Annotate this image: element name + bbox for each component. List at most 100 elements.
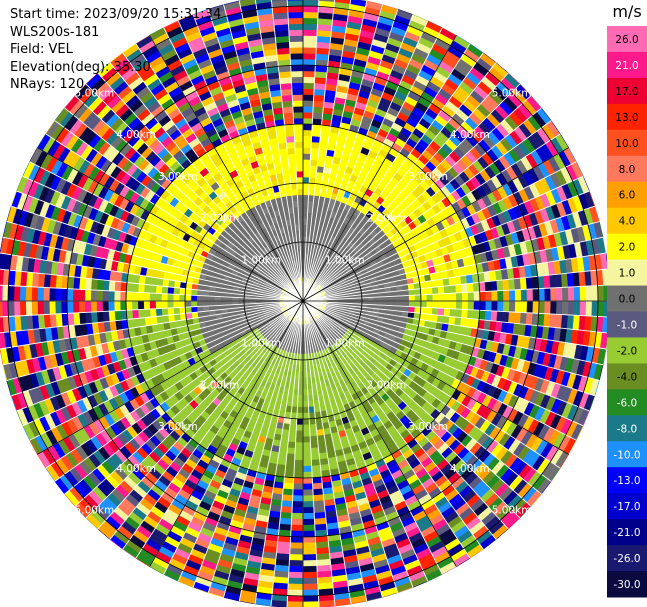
range-gate [525, 276, 534, 290]
range-gate [172, 300, 180, 309]
range-gate [449, 284, 457, 294]
range-gate [455, 284, 463, 294]
range-gate [302, 206, 309, 213]
range-gate [172, 293, 180, 302]
range-gate [114, 281, 122, 292]
range-gate [309, 171, 317, 178]
range-gate [131, 282, 139, 293]
range-gate [25, 286, 33, 302]
range-gate [295, 442, 304, 449]
range-gate [125, 300, 133, 311]
range-gate [289, 542, 304, 550]
range-gate [291, 518, 304, 526]
range-gate [309, 435, 319, 443]
range-gate [438, 300, 445, 309]
range-gate [467, 300, 475, 311]
range-gate [591, 285, 599, 302]
range-gate [302, 477, 313, 485]
range-gate [302, 0, 319, 1]
range-gate [270, 600, 288, 607]
range-gate [72, 288, 80, 302]
range-gate [311, 465, 322, 473]
range-gate [302, 94, 315, 101]
range-gate [126, 309, 134, 320]
range-gate [520, 289, 528, 302]
range-gate [556, 300, 563, 315]
ray-separator [302, 72, 509, 302]
range-gate [278, 523, 292, 532]
range-gate [311, 470, 322, 478]
range-gate [302, 518, 315, 526]
range-gate [302, 176, 310, 184]
range-gate [302, 436, 311, 443]
range-gate [302, 395, 309, 402]
range-gate [544, 287, 552, 302]
range-gate [143, 284, 151, 294]
range-gate [302, 123, 313, 131]
range-gate [313, 512, 327, 520]
range-gate [155, 300, 162, 309]
range-gate [302, 52, 317, 60]
range-gate [190, 300, 198, 308]
range-gate [514, 311, 522, 325]
range-gate [302, 41, 317, 48]
ray-separator [302, 95, 532, 302]
range-gate [550, 300, 557, 315]
range-gate [461, 309, 469, 319]
range-gate [591, 300, 599, 317]
range-gate [313, 500, 325, 508]
ray-separator [302, 236, 604, 302]
range-gate [302, 571, 318, 579]
range-gate [334, 0, 351, 5]
range-gate [167, 307, 175, 316]
range-gate [302, 76, 315, 84]
range-gate [302, 577, 319, 585]
range-gate [302, 389, 309, 396]
range-gate [450, 300, 457, 310]
range-gate [318, 0, 335, 2]
range-gate [302, 88, 315, 95]
range-gate [473, 300, 481, 311]
range-gate [302, 507, 315, 514]
range-gate [137, 283, 145, 293]
range-gate [310, 147, 320, 155]
range-gate [402, 300, 410, 307]
range-gate [280, 506, 293, 514]
range-gate [72, 276, 81, 290]
range-gate [302, 548, 317, 555]
range-gate [302, 159, 311, 166]
range-gate [161, 307, 169, 317]
range-gate [149, 292, 156, 302]
range-gate [184, 288, 192, 296]
range-gate [432, 293, 439, 302]
range-gate [479, 300, 487, 311]
range-gate [310, 153, 319, 161]
range-gate [311, 124, 322, 132]
range-gate [426, 287, 433, 295]
range-gate [108, 310, 116, 322]
range-gate [538, 288, 546, 302]
range-gate [179, 306, 186, 315]
range-gate [503, 300, 510, 313]
range-gate [509, 289, 516, 302]
range-gate [514, 300, 522, 313]
range-gate [397, 300, 404, 307]
range-gate [302, 554, 317, 561]
range-gate [143, 308, 151, 318]
range-gate [296, 406, 304, 414]
range-gate [302, 117, 313, 125]
range-gate [309, 429, 318, 437]
range-gate [302, 465, 313, 473]
range-gate [19, 285, 27, 302]
range-gate [585, 285, 593, 302]
range-gate [293, 471, 304, 479]
range-gate [208, 295, 215, 302]
range-gate [155, 285, 163, 294]
range-gate [302, 501, 315, 508]
range-gate [143, 292, 151, 302]
range-gate [288, 565, 304, 573]
range-gate [420, 294, 428, 302]
range-gate [472, 309, 480, 320]
range-gate [414, 288, 422, 296]
range-gate [308, 182, 316, 190]
